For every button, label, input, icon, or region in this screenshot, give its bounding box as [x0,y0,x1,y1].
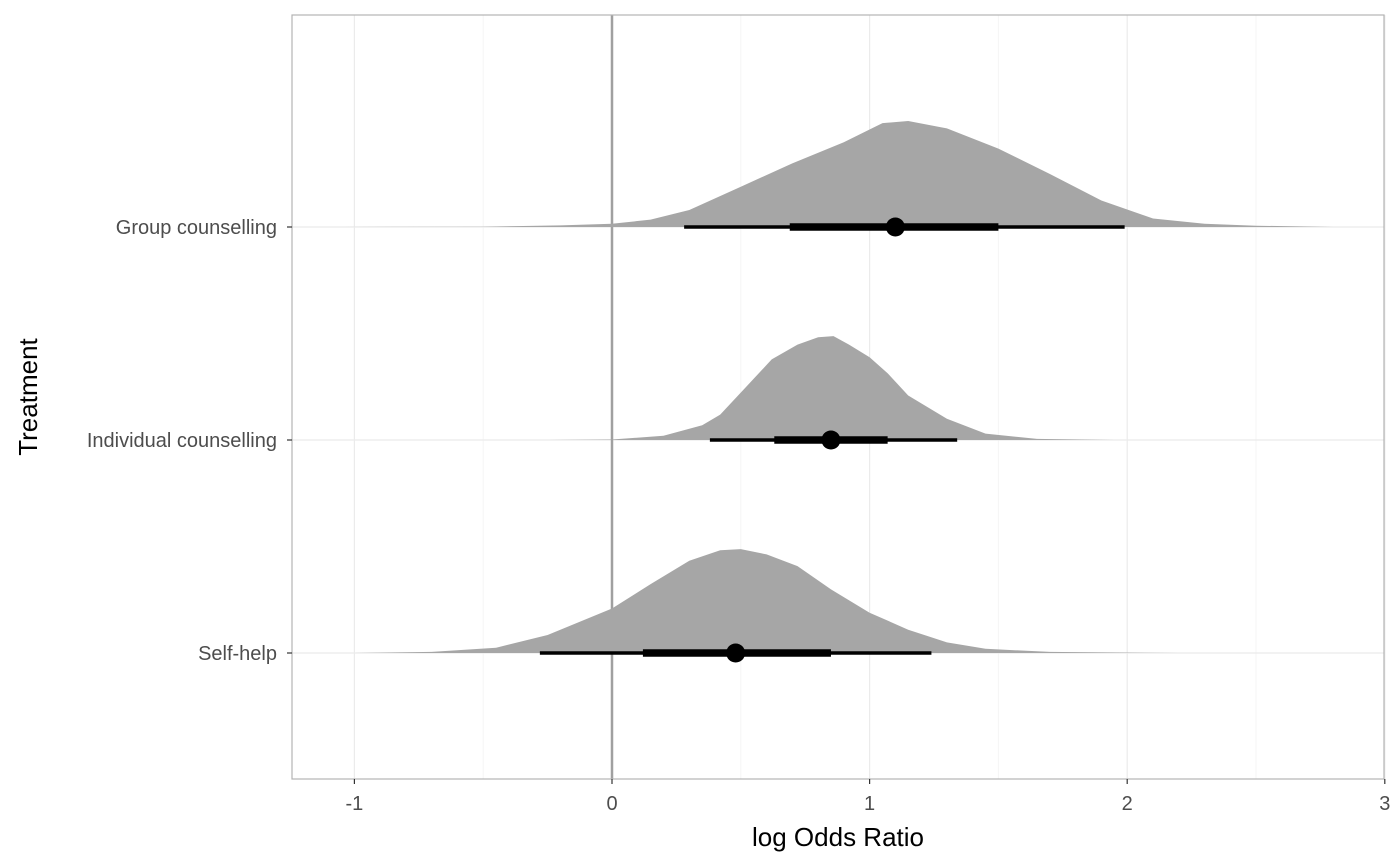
axes: -1 0 1 2 3 Group counselling Individual counse… [87,217,1391,815]
x-tick-label: 1 [864,793,875,815]
x-axis-title: log Odds Ratio [752,822,924,852]
density-group-counselling [341,121,1334,227]
x-tick-label: 2 [1122,793,1133,815]
y-tick-label: Group counselling [116,217,277,239]
point-estimate [726,643,746,663]
y-tick-label: Self-help [198,643,277,665]
x-tick-label: -1 [346,793,364,815]
point-estimate [885,217,905,237]
y-tick-label: Individual counselling [87,430,277,452]
point-estimate [821,430,841,450]
x-tick-label: 3 [1379,793,1390,815]
series-layer [341,121,1334,663]
density-self-help [354,549,1179,653]
plot-panel-border [291,14,1385,780]
density-individual-counselling [547,336,1115,440]
y-axis-title: Treatment [13,337,43,455]
x-tick-label: 0 [606,793,617,815]
